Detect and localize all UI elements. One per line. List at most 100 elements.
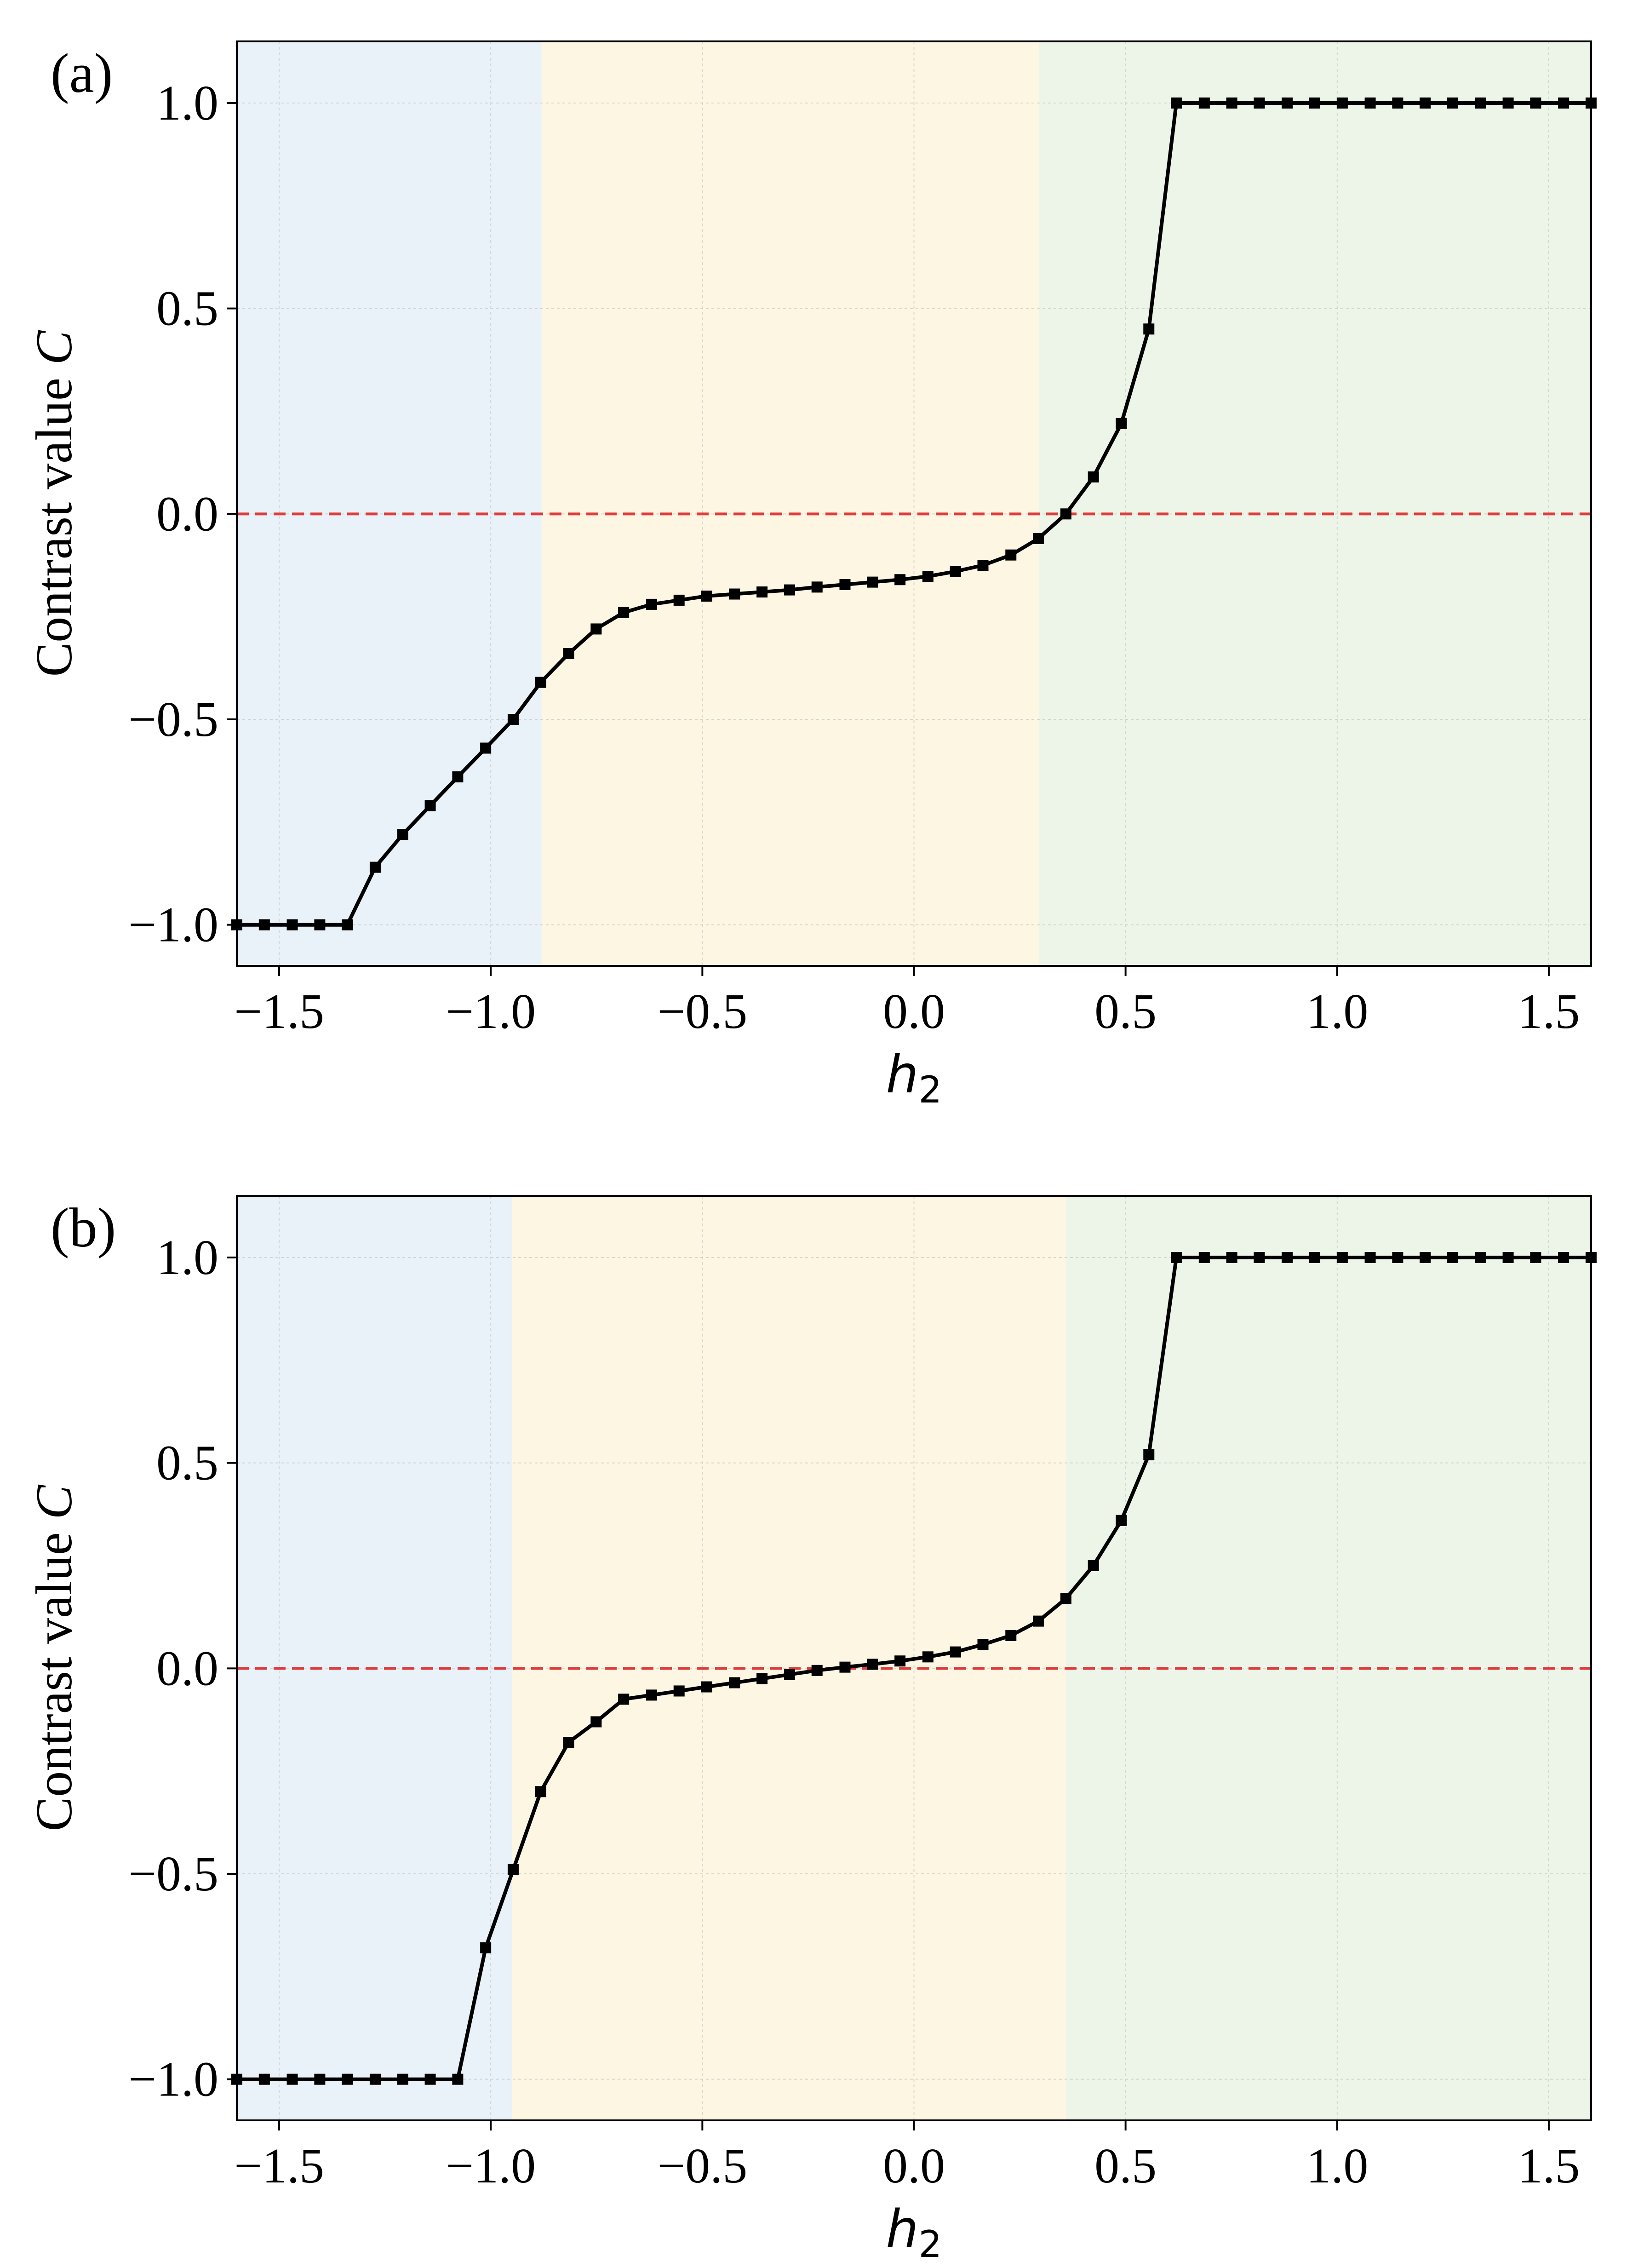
data-point-marker bbox=[1392, 98, 1403, 109]
data-point-marker bbox=[784, 584, 795, 596]
y-axis-label: Contrast value C bbox=[26, 1484, 83, 1831]
data-point-marker bbox=[452, 771, 464, 783]
phase-region bbox=[1038, 41, 1591, 966]
data-point-marker bbox=[480, 1942, 492, 1953]
data-point-marker bbox=[1254, 1252, 1265, 1263]
data-point-marker bbox=[784, 1669, 795, 1680]
data-point-marker bbox=[1143, 1449, 1155, 1460]
data-point-marker bbox=[756, 586, 768, 598]
phase-region bbox=[1066, 1196, 1591, 2120]
data-point-marker bbox=[701, 591, 712, 602]
data-point-marker bbox=[590, 1716, 602, 1728]
data-point-marker bbox=[1309, 98, 1321, 109]
data-point-marker bbox=[1364, 98, 1376, 109]
y-tick-label: −1.0 bbox=[128, 2052, 218, 2107]
x-tick-label: −0.5 bbox=[657, 2139, 747, 2193]
data-point-marker bbox=[507, 714, 519, 725]
data-point-marker bbox=[1060, 508, 1071, 520]
data-point-marker bbox=[1530, 98, 1541, 109]
data-point-marker bbox=[369, 861, 381, 873]
data-point-marker bbox=[452, 2073, 464, 2085]
data-point-marker bbox=[977, 1639, 989, 1650]
data-point-marker bbox=[1116, 418, 1127, 429]
data-point-marker bbox=[811, 1665, 823, 1676]
y-tick-label: −0.5 bbox=[128, 692, 218, 747]
data-point-marker bbox=[480, 742, 492, 754]
data-point-marker bbox=[258, 919, 270, 930]
data-point-marker bbox=[729, 1677, 740, 1688]
data-point-marker bbox=[1364, 1252, 1376, 1263]
data-point-marker bbox=[729, 588, 740, 600]
panel-label: (a) bbox=[51, 42, 113, 104]
data-point-marker bbox=[1033, 533, 1044, 544]
data-point-marker bbox=[673, 594, 685, 606]
data-point-marker bbox=[950, 1646, 961, 1658]
data-point-marker bbox=[424, 800, 436, 811]
data-point-marker bbox=[867, 1659, 878, 1670]
data-point-marker bbox=[563, 648, 574, 660]
data-point-marker bbox=[590, 623, 602, 635]
data-point-marker bbox=[1254, 98, 1265, 109]
phase-region bbox=[237, 41, 542, 966]
data-point-marker bbox=[314, 919, 326, 930]
data-point-marker bbox=[1226, 98, 1237, 109]
data-point-marker bbox=[646, 598, 657, 610]
x-axis-label-subscript: 2 bbox=[919, 1068, 942, 1111]
data-point-marker bbox=[1447, 1252, 1459, 1263]
data-point-marker bbox=[1005, 549, 1017, 561]
x-tick-label: −1.0 bbox=[446, 2139, 536, 2193]
data-point-marker bbox=[1447, 98, 1459, 109]
data-point-marker bbox=[1309, 1252, 1321, 1263]
x-tick-label: −0.5 bbox=[657, 984, 747, 1039]
data-point-marker bbox=[894, 1655, 906, 1667]
data-point-marker bbox=[701, 1681, 712, 1693]
data-point-marker bbox=[342, 2073, 353, 2085]
x-tick-label: 0.5 bbox=[1094, 984, 1157, 1039]
y-tick-label: −0.5 bbox=[128, 1847, 218, 1901]
data-point-marker bbox=[922, 571, 934, 582]
data-point-marker bbox=[1558, 1252, 1569, 1263]
data-point-marker bbox=[1530, 1252, 1541, 1263]
x-tick-label: −1.5 bbox=[234, 2139, 324, 2193]
data-point-marker bbox=[646, 1689, 657, 1701]
data-point-marker bbox=[1116, 1515, 1127, 1526]
data-point-marker bbox=[286, 2073, 298, 2085]
data-point-marker bbox=[397, 2073, 408, 2085]
data-point-marker bbox=[1420, 1252, 1431, 1263]
data-point-marker bbox=[922, 1651, 934, 1663]
data-point-marker bbox=[1475, 98, 1486, 109]
data-point-marker bbox=[1420, 98, 1431, 109]
y-tick-label: 1.0 bbox=[156, 1230, 218, 1285]
phase-region bbox=[512, 1196, 1066, 2120]
y-axis-label-symbol: C bbox=[26, 330, 83, 365]
data-point-marker bbox=[535, 677, 546, 688]
data-point-marker bbox=[424, 2073, 436, 2085]
x-axis-label: h2 bbox=[886, 2199, 942, 2266]
x-tick-label: 1.5 bbox=[1518, 2139, 1580, 2193]
data-point-marker bbox=[977, 560, 989, 571]
data-point-marker bbox=[563, 1737, 574, 1748]
x-tick-label: 0.5 bbox=[1094, 2139, 1157, 2193]
data-point-marker bbox=[369, 2073, 381, 2085]
data-point-marker bbox=[1060, 1593, 1071, 1604]
data-point-marker bbox=[618, 1694, 630, 1705]
data-point-marker bbox=[1143, 323, 1155, 335]
data-point-marker bbox=[1226, 1252, 1237, 1263]
x-tick-label: 1.0 bbox=[1306, 984, 1368, 1039]
y-tick-label: 0.0 bbox=[156, 487, 218, 541]
data-point-marker bbox=[1558, 98, 1569, 109]
data-point-marker bbox=[535, 1786, 546, 1797]
x-tick-label: 1.0 bbox=[1306, 2139, 1368, 2193]
y-tick-label: −1.0 bbox=[128, 898, 218, 953]
data-point-marker bbox=[1198, 98, 1210, 109]
x-axis-label-subscript: 2 bbox=[919, 2223, 942, 2266]
data-point-marker bbox=[1475, 1252, 1486, 1263]
y-tick-label: 0.0 bbox=[156, 1641, 218, 1696]
data-point-marker bbox=[314, 2073, 326, 2085]
chart-panel-a: −1.5 −1.0 −0.5 0.0 0.5 1.0 1.5 −1.0 −0.5 0.0 0.5 1.… bbox=[26, 40, 1597, 1111]
data-point-marker bbox=[811, 581, 823, 593]
panel-label: (b) bbox=[51, 1197, 116, 1259]
data-point-marker bbox=[1336, 98, 1348, 109]
data-point-marker bbox=[258, 2073, 270, 2085]
